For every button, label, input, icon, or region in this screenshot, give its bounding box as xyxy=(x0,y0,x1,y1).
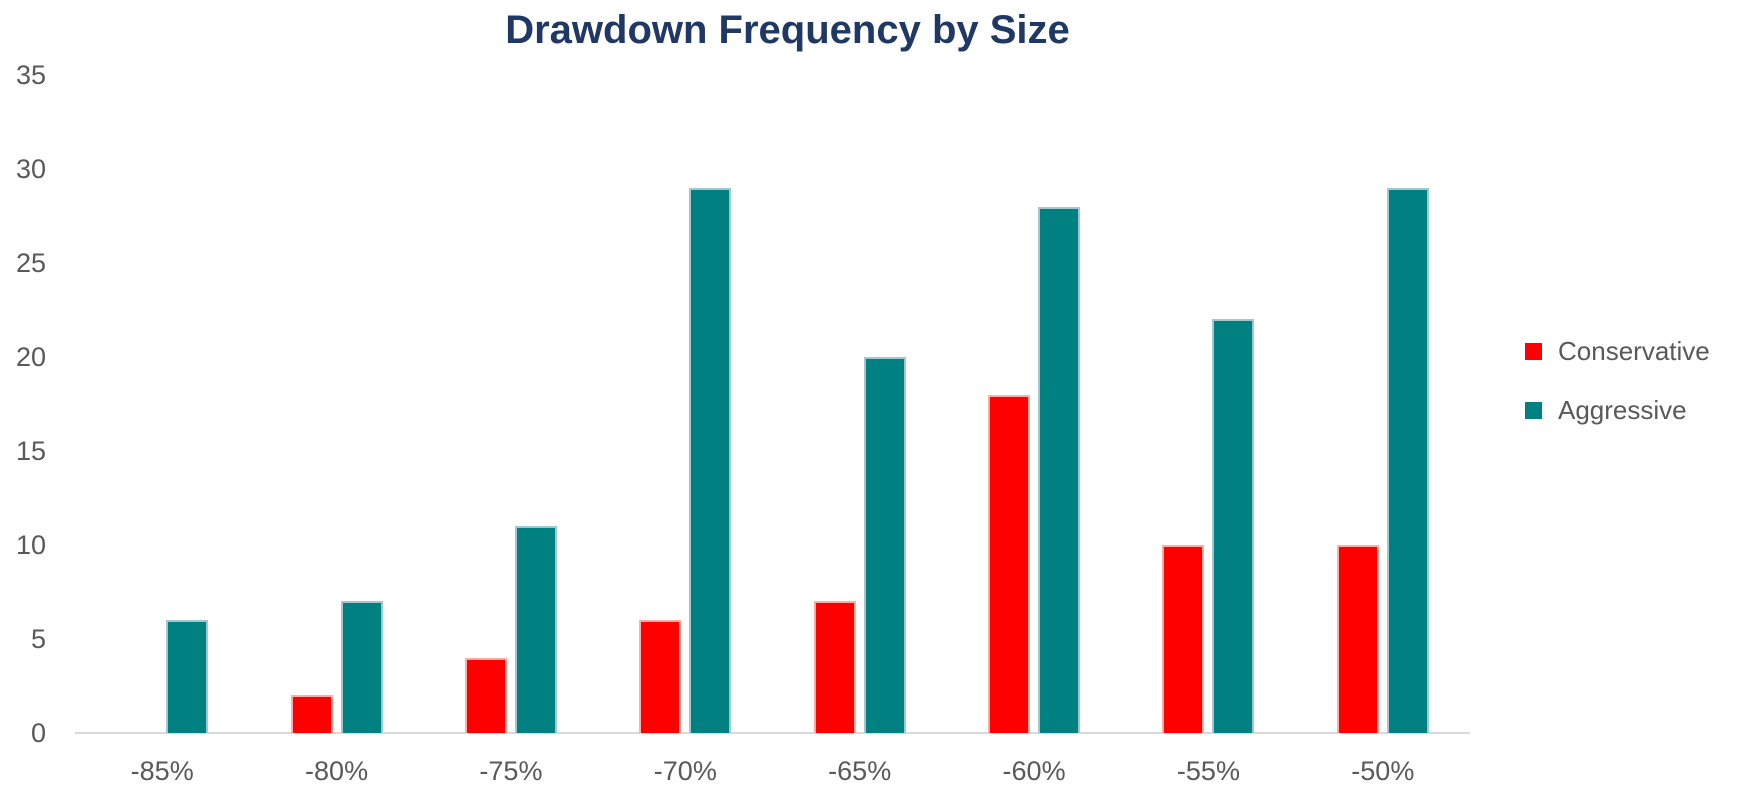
x-axis-tick-label: -80% xyxy=(305,756,369,786)
x-axis-line xyxy=(75,732,1470,734)
y-axis-tick-label: 35 xyxy=(15,60,46,90)
bar-conservative xyxy=(1162,545,1205,733)
legend-item-aggressive: Aggressive xyxy=(1525,395,1710,425)
legend-marker-conservative xyxy=(1525,342,1542,360)
bar-aggressive xyxy=(689,188,732,733)
x-axis-tick-label: -65% xyxy=(828,756,892,786)
chart-title: Drawdown Frequency by Size xyxy=(505,8,1070,52)
bar-conservative xyxy=(464,658,507,733)
bar-aggressive xyxy=(1386,188,1429,733)
legend-marker-aggressive xyxy=(1525,401,1542,419)
bar-aggressive xyxy=(340,601,383,733)
legend-label: Aggressive xyxy=(1558,394,1687,425)
x-axis-tick-label: -75% xyxy=(479,756,543,786)
bar-aggressive xyxy=(166,620,209,733)
legend: Conservative Aggressive xyxy=(1525,336,1710,425)
bar-conservative xyxy=(290,695,333,733)
bar-conservative xyxy=(813,601,856,733)
legend-item-conservative: Conservative xyxy=(1525,336,1710,366)
x-axis-tick-label: -55% xyxy=(1176,756,1240,786)
x-axis-tick-label: -85% xyxy=(130,756,194,786)
y-axis-tick-label: 20 xyxy=(15,342,46,372)
bar-conservative xyxy=(639,620,682,733)
bar-aggressive xyxy=(1038,207,1081,733)
x-axis-tick-label: -50% xyxy=(1351,756,1415,786)
bar-aggressive xyxy=(514,526,557,733)
bar-aggressive xyxy=(1212,319,1255,733)
bar-aggressive xyxy=(863,357,906,733)
x-axis-tick-label: -60% xyxy=(1002,756,1066,786)
y-axis-tick-label: 10 xyxy=(15,530,46,560)
y-axis-tick-label: 15 xyxy=(15,436,46,466)
y-axis-tick-label: 0 xyxy=(30,718,46,748)
y-axis-tick-label: 5 xyxy=(30,624,46,654)
y-axis-tick-label: 25 xyxy=(15,248,46,278)
x-axis-tick-label: -70% xyxy=(653,756,717,786)
bar-conservative xyxy=(988,395,1031,733)
bar-conservative xyxy=(1336,545,1379,733)
legend-label: Conservative xyxy=(1558,335,1710,366)
y-axis-tick-label: 30 xyxy=(15,154,46,184)
